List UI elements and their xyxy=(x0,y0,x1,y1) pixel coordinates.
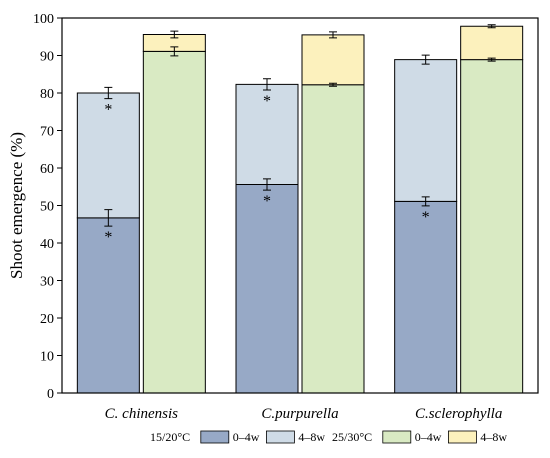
legend-entry-label: 4–8w xyxy=(298,430,325,444)
legend-entry-label: 0–4w xyxy=(233,430,260,444)
legend-entry-label: 4–8w xyxy=(480,430,507,444)
significance-marker: * xyxy=(104,229,112,246)
legend-swatch xyxy=(265,430,295,444)
legend: 15/20°C 0–4w 4–8w 25/30°C 0–4w 4–8w xyxy=(150,430,507,444)
y-tick-label: 0 xyxy=(47,387,54,402)
y-tick-label: 90 xyxy=(40,50,54,65)
significance-marker: * xyxy=(263,93,271,110)
y-tick-label: 70 xyxy=(40,125,54,140)
y-tick-label: 40 xyxy=(40,237,54,252)
bar-1-4–8w-3 xyxy=(394,59,458,202)
y-tick-label: 80 xyxy=(40,87,54,102)
legend-swatch xyxy=(382,430,412,444)
bar-2-4–8w-3 xyxy=(460,25,524,61)
bar-1-0–4w-1 xyxy=(76,217,140,394)
y-tick-label: 10 xyxy=(40,350,54,365)
y-tick-label: 100 xyxy=(33,12,54,27)
significance-marker: * xyxy=(263,193,271,210)
y-tick-label: 50 xyxy=(40,200,54,215)
significance-marker: * xyxy=(104,102,112,119)
legend-entry-label: 0–4w xyxy=(415,430,442,444)
significance-marker: * xyxy=(422,209,430,226)
bar-2-0–4w-2 xyxy=(301,84,365,394)
bar-1-4–8w-1 xyxy=(76,92,140,219)
bar-2-4–8w-2 xyxy=(301,34,365,86)
legend-group-label: 15/20°C xyxy=(150,430,190,444)
legend-group-label: 25/30°C xyxy=(332,430,372,444)
y-tick-label: 30 xyxy=(40,275,54,290)
bar-1-0–4w-3 xyxy=(394,200,458,394)
bars-layer xyxy=(76,25,524,394)
y-tick-label: 60 xyxy=(40,162,54,177)
bar-1-0–4w-2 xyxy=(235,184,299,394)
x-tick-label: C.purpurella xyxy=(261,406,338,422)
axes-layer: C. chinensis C.purpurella C.sclerophylla 0 1… xyxy=(7,12,539,422)
bar-2-0–4w-1 xyxy=(142,50,206,394)
bar-1-4–8w-2 xyxy=(235,83,299,185)
y-axis-label: Shoot emergence (%) xyxy=(7,132,26,279)
x-tick-label: C.sclerophylla xyxy=(415,406,502,422)
bar-2-0–4w-3 xyxy=(460,59,524,394)
x-tick-label: C. chinensis xyxy=(105,406,178,422)
error-bars-layer: * * * * * xyxy=(104,24,496,246)
y-tick-label: 20 xyxy=(40,312,54,327)
legend-swatch xyxy=(200,430,230,444)
legend-swatch xyxy=(447,430,477,444)
